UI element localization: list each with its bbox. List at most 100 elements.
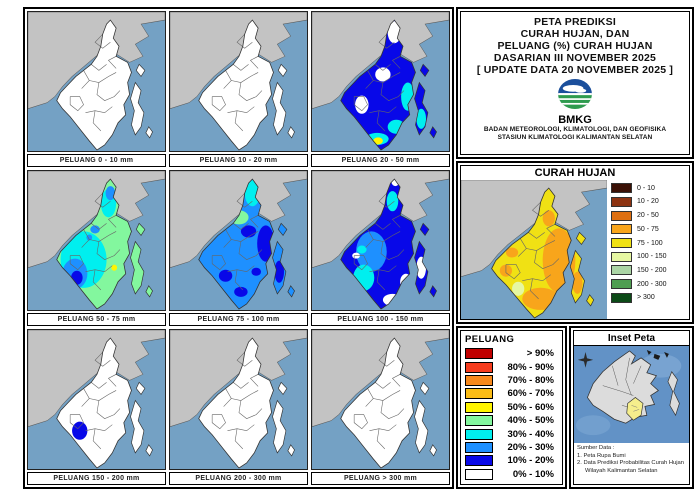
legend-label: 40% - 50%: [507, 415, 554, 427]
probability-legend-box: PELUANG > 90% 80% - 90% 70% - 80% 60% - 70%…: [456, 326, 567, 489]
map-cell: PELUANG > 300 mm: [311, 329, 450, 485]
inset-map-title: Inset Peta: [574, 331, 689, 346]
probability-legend-row: 60% - 70%: [465, 387, 558, 400]
rainfall-legend-row: 20 - 50: [611, 210, 687, 221]
legend-label: 100 - 150: [637, 253, 667, 261]
source-line: 2. Data Prediksi Probabilitas Curah Huja…: [577, 460, 684, 466]
legend-color-chip: [465, 455, 493, 467]
probability-legend-row: 10% - 20%: [465, 454, 558, 467]
rainfall-legend: 0 - 10 10 - 20 20 - 50 50 - 75 75 - 100 100 -…: [607, 180, 689, 319]
source-line: Wilayah Kalimantan Selatan: [585, 467, 658, 474]
rainfall-legend-row: > 300: [611, 292, 687, 304]
source-line: 1. Peta Rupa Bumi: [577, 452, 626, 459]
map-caption: PELUANG > 300 mm: [311, 472, 450, 485]
probability-map: [311, 170, 450, 311]
legend-label: 0 - 10: [637, 184, 655, 192]
legend-color-chip: [465, 415, 493, 427]
map-cell: PELUANG 75 - 100 mm: [169, 170, 308, 326]
probability-map: [311, 329, 450, 470]
legend-label: 50 - 75: [637, 225, 659, 233]
rainfall-legend-row: 75 - 100: [611, 238, 687, 249]
probability-maps-grid: PELUANG 0 - 10 mm PELUANG 10 - 20 mm PELUA…: [23, 7, 454, 489]
legend-color-chip: [465, 401, 493, 413]
map-cell: PELUANG 10 - 20 mm: [169, 11, 308, 167]
legend-color-chip: [465, 388, 493, 400]
map-caption: PELUANG 20 - 50 mm: [311, 154, 450, 167]
probability-map: [311, 11, 450, 152]
legend-color-chip: [611, 224, 632, 235]
map-caption: PELUANG 10 - 20 mm: [169, 154, 308, 167]
legend-label: > 300: [637, 294, 655, 302]
legend-label: 0% - 10%: [512, 468, 554, 480]
legend-color-chip: [611, 238, 632, 248]
inset-map-box: Inset Peta Sumber Data : 1. Peta Rupa Bu…: [569, 326, 694, 489]
legend-color-chip: [611, 279, 632, 290]
inset-map: [574, 346, 689, 443]
page-title-line: DASARIAN III NOVEMBER 2025: [493, 52, 657, 64]
map-cell: PELUANG 0 - 10 mm: [27, 11, 166, 167]
rainfall-legend-row: 10 - 20: [611, 196, 687, 208]
info-column: PETA PREDIKSI CURAH HUJAN, DAN PELUANG (…: [456, 7, 694, 489]
legend-label: 30% - 40%: [507, 428, 554, 440]
legend-color-chip: [611, 196, 632, 207]
source-line: Sumber Data :: [577, 445, 615, 451]
probability-legend: > 90% 80% - 90% 70% - 80% 60% - 70% 50% - 60…: [465, 347, 558, 481]
legend-color-chip: [611, 292, 632, 303]
map-caption: PELUANG 200 - 300 mm: [169, 472, 308, 485]
bmkg-logo-text: BMKG: [558, 114, 592, 126]
bmkg-logo-icon: [556, 78, 594, 115]
legend-label: > 90%: [526, 348, 554, 360]
map-caption: PELUANG 0 - 10 mm: [27, 154, 166, 167]
title-box: PETA PREDIKSI CURAH HUJAN, DAN PELUANG (…: [456, 7, 694, 159]
probability-map: [27, 329, 166, 470]
probability-legend-row: 20% - 30%: [465, 441, 558, 454]
legend-color-chip: [465, 361, 493, 373]
map-cell: PELUANG 150 - 200 mm: [27, 329, 166, 485]
page-title-line: CURAH HUJAN, DAN: [520, 28, 630, 40]
legend-color-chip: [465, 468, 493, 480]
legend-color-chip: [465, 374, 493, 386]
map-cell: PELUANG 20 - 50 mm: [311, 11, 450, 167]
rainfall-title: CURAH HUJAN: [534, 167, 616, 179]
rainfall-legend-row: 100 - 150: [611, 251, 687, 262]
legend-label: 200 - 300: [637, 280, 667, 288]
legend-label: 10% - 20%: [507, 455, 554, 467]
probability-legend-title: PELUANG: [465, 334, 515, 345]
map-caption: PELUANG 50 - 75 mm: [27, 313, 166, 326]
legend-label: 150 - 200: [637, 266, 667, 274]
page-title-line: PELUANG (%) CURAH HUJAN: [497, 40, 653, 52]
legend-label: 75 - 100: [637, 239, 663, 247]
legend-label: 80% - 90%: [507, 361, 554, 373]
probability-legend-row: 70% - 80%: [465, 374, 558, 387]
probability-legend-row: 30% - 40%: [465, 427, 558, 440]
legend-label: 20% - 30%: [507, 441, 554, 453]
legend-label: 20 - 50: [637, 212, 659, 220]
legend-color-chip: [611, 265, 632, 276]
page-title-line: [ UPDATE DATA 20 NOVEMBER 2025 ]: [476, 64, 674, 76]
rainfall-legend-row: 150 - 200: [611, 265, 687, 276]
page-title-line: PETA PREDIKSI: [534, 16, 616, 28]
map-caption: PELUANG 100 - 150 mm: [311, 313, 450, 326]
legend-color-chip: [611, 251, 632, 262]
probability-legend-row: 40% - 50%: [465, 414, 558, 427]
rainfall-map: [461, 180, 607, 319]
legend-label: 10 - 20: [637, 198, 659, 206]
map-caption: PELUANG 150 - 200 mm: [27, 472, 166, 485]
map-cell: PELUANG 50 - 75 mm: [27, 170, 166, 326]
probability-map: [169, 11, 308, 152]
data-source-note: Sumber Data : 1. Peta Rupa Bumi 2. Data …: [574, 443, 689, 484]
map-cell: PELUANG 100 - 150 mm: [311, 170, 450, 326]
agency-name: BADAN METEOROLOGI, KLIMATOLOGI, DAN GEOF…: [483, 126, 667, 133]
legend-color-chip: [465, 348, 493, 360]
legend-label: 50% - 60%: [507, 401, 554, 413]
probability-legend-row: 0% - 10%: [465, 468, 558, 481]
map-cell: PELUANG 200 - 300 mm: [169, 329, 308, 485]
probability-legend-row: 80% - 90%: [465, 360, 558, 373]
legend-label: 60% - 70%: [507, 388, 554, 400]
rainfall-legend-row: 50 - 75: [611, 224, 687, 235]
rainfall-legend-row: 200 - 300: [611, 279, 687, 290]
probability-map: [27, 11, 166, 152]
probability-legend-row: 50% - 60%: [465, 401, 558, 414]
probability-map: [27, 170, 166, 311]
